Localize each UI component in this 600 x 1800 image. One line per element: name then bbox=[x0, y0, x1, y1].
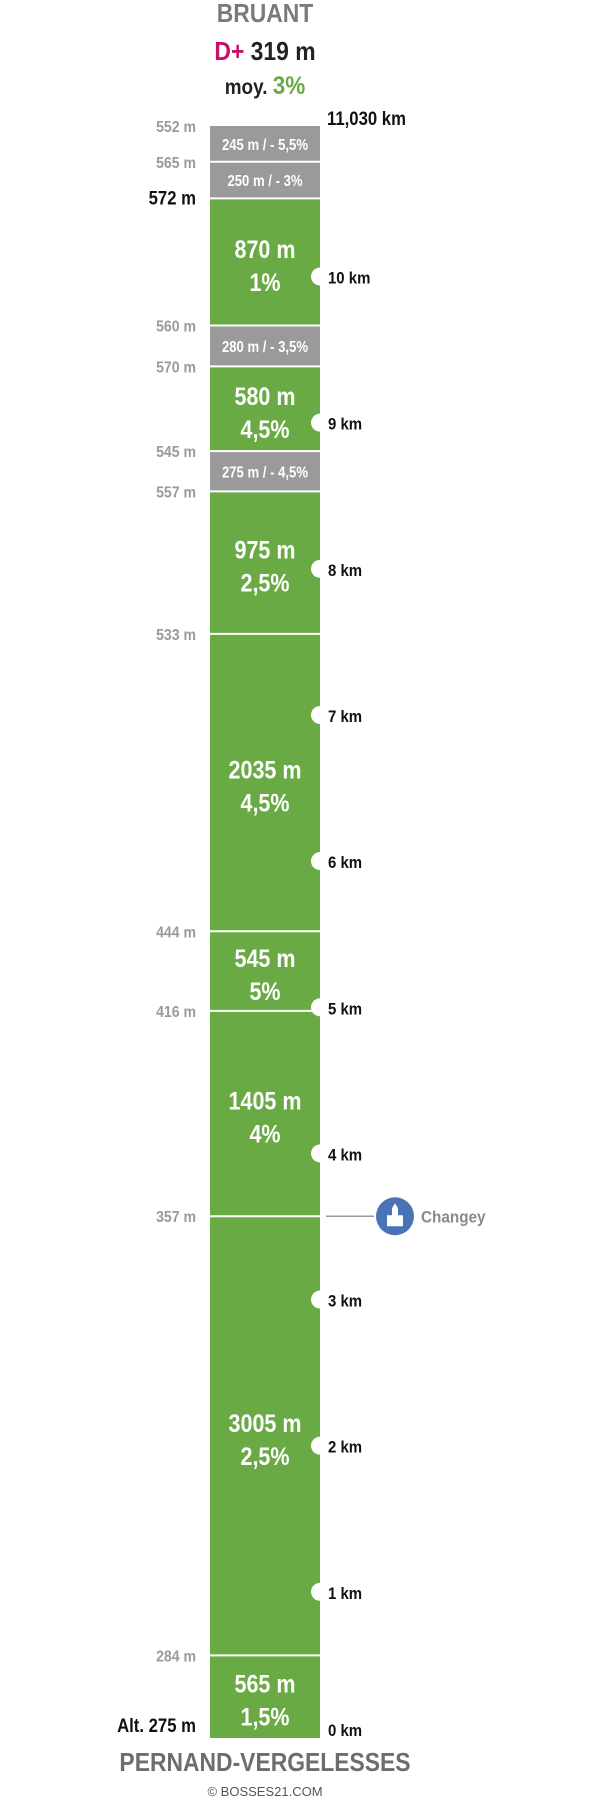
km-notch bbox=[311, 267, 329, 286]
altitude-label: 552 m bbox=[156, 118, 196, 136]
km-notch bbox=[311, 1436, 329, 1455]
km-notch bbox=[311, 1582, 329, 1601]
km-notch bbox=[311, 1290, 329, 1309]
km-label: 9 km bbox=[328, 416, 362, 434]
segment-8-length: 580 m bbox=[235, 382, 296, 410]
km-label: 5 km bbox=[328, 1000, 362, 1018]
copyright: © BOSSES21.COM bbox=[207, 1784, 323, 1799]
average-grade-label: moy. bbox=[224, 76, 268, 99]
segment-9 bbox=[210, 325, 320, 367]
segment-10-grade: 1% bbox=[249, 268, 280, 296]
segment-5-length: 2035 m bbox=[229, 756, 302, 784]
altitude-label: 557 m bbox=[156, 484, 196, 502]
segment-10-length: 870 m bbox=[235, 235, 296, 263]
km-label: 1 km bbox=[328, 1585, 362, 1603]
segment-2-grade: 2,5% bbox=[241, 1442, 290, 1470]
segment-11-label: 250 m / - 3% bbox=[227, 173, 302, 190]
start-location: PERNAND-VERGELESSES bbox=[119, 1747, 411, 1777]
altitude-label: 444 m bbox=[156, 923, 196, 941]
poi-label: Changey bbox=[421, 1208, 486, 1227]
altitude-label: 533 m bbox=[156, 626, 196, 644]
segment-5 bbox=[210, 633, 320, 932]
segment-3-length: 1405 m bbox=[229, 1087, 302, 1115]
segment-6-grade: 2,5% bbox=[241, 569, 290, 597]
segment-2 bbox=[210, 1216, 320, 1656]
altitude-label: Alt. 275 m bbox=[117, 1715, 196, 1736]
altitude-label: 572 m bbox=[149, 187, 196, 208]
km-label: 6 km bbox=[328, 854, 362, 872]
segment-8-grade: 4,5% bbox=[241, 415, 290, 443]
altitude-label: 565 m bbox=[156, 154, 196, 172]
km-label: 7 km bbox=[328, 708, 362, 726]
segment-1 bbox=[210, 1655, 320, 1738]
segment-11 bbox=[210, 161, 320, 199]
segment-4-length: 545 m bbox=[235, 945, 296, 973]
altitude-label: 545 m bbox=[156, 443, 196, 461]
church-shape bbox=[387, 1203, 403, 1227]
average-grade-value: 3% bbox=[272, 72, 306, 100]
km-label: 0 km bbox=[328, 1722, 362, 1740]
altitude-label: 357 m bbox=[156, 1208, 196, 1226]
km-notch bbox=[311, 998, 329, 1017]
altitude-label: 560 m bbox=[156, 318, 196, 336]
segment-1-grade: 1,5% bbox=[241, 1703, 290, 1731]
segment-9-label: 280 m / - 3,5% bbox=[222, 339, 308, 356]
segment-2-length: 3005 m bbox=[229, 1409, 302, 1437]
segment-1-length: 565 m bbox=[235, 1670, 296, 1698]
altitude-label: 570 m bbox=[156, 359, 196, 377]
km-notch bbox=[311, 413, 329, 432]
segment-12-label: 245 m / - 5,5% bbox=[222, 137, 308, 154]
segment-3 bbox=[210, 1010, 320, 1217]
km-notch bbox=[311, 559, 329, 578]
altitude-label: 416 m bbox=[156, 1003, 196, 1021]
elevation-gain-label: D+ bbox=[214, 36, 245, 66]
altitude-label: 284 m bbox=[156, 1648, 196, 1666]
segment-10 bbox=[210, 198, 320, 326]
segment-12 bbox=[210, 126, 320, 162]
elevation-gain-value: 319 m bbox=[250, 36, 316, 66]
km-notch bbox=[311, 852, 329, 871]
total-distance: 11,030 km bbox=[327, 108, 406, 129]
km-label: 2 km bbox=[328, 1439, 362, 1457]
segment-5-grade: 4,5% bbox=[241, 789, 290, 817]
average-grade: moy. 3% bbox=[27, 72, 504, 101]
segment-6-length: 975 m bbox=[235, 536, 296, 564]
km-label: 4 km bbox=[328, 1147, 362, 1165]
climb-title: BRUANT bbox=[216, 0, 314, 28]
km-notch bbox=[311, 705, 329, 724]
segment-4-grade: 5% bbox=[249, 978, 280, 1006]
segment-7 bbox=[210, 451, 320, 492]
km-label: 8 km bbox=[328, 562, 362, 580]
segment-3-grade: 4% bbox=[249, 1120, 280, 1148]
km-label: 3 km bbox=[328, 1293, 362, 1311]
km-notch bbox=[311, 1144, 329, 1163]
segment-4 bbox=[210, 931, 320, 1011]
segment-6 bbox=[210, 491, 320, 634]
segment-7-label: 275 m / - 4,5% bbox=[222, 464, 308, 481]
elevation-gain: D+ 319 m bbox=[32, 36, 498, 67]
km-label: 10 km bbox=[328, 270, 370, 288]
segment-8 bbox=[210, 366, 320, 452]
